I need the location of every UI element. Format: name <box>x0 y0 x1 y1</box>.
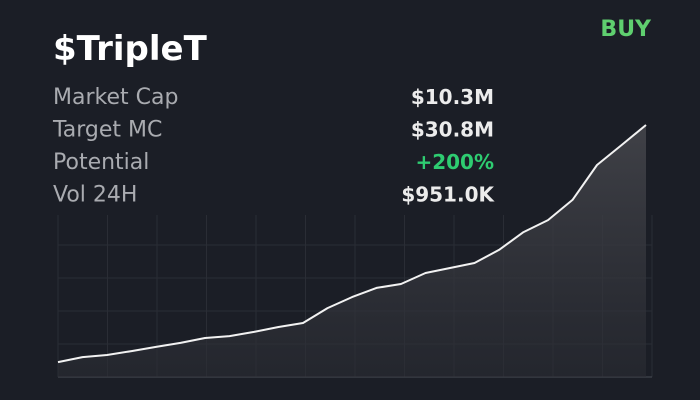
area-fill <box>58 125 646 377</box>
stats: Market Cap $10.3M Target MC $30.8M Potential… <box>52 85 495 208</box>
stat-label: Market Cap <box>53 85 178 110</box>
chart <box>57 124 653 378</box>
stat-value: $30.8M <box>411 118 494 142</box>
price-line <box>57 124 647 364</box>
token-title: $TripleT <box>53 29 208 69</box>
stat-label: Potential <box>53 150 149 175</box>
buy-button[interactable]: BUY <box>600 17 652 42</box>
stat-label: Vol 24H <box>53 183 137 208</box>
stat-value: $10.3M <box>411 85 494 109</box>
stat-value: $951.0K <box>401 183 495 207</box>
stat-label: Target MC <box>52 118 162 143</box>
stat-value: +200% <box>415 150 494 174</box>
